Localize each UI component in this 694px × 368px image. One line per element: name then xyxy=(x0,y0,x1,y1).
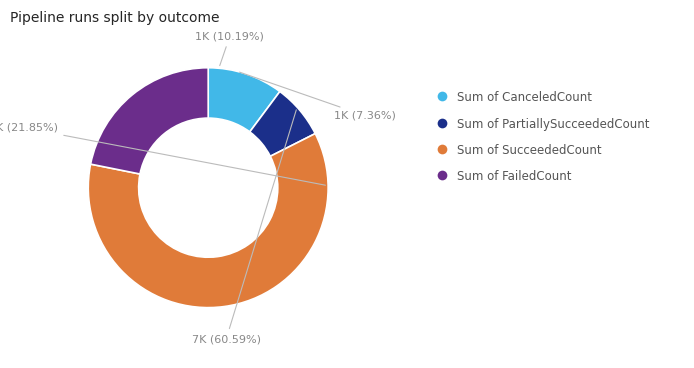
Wedge shape xyxy=(91,68,208,174)
Wedge shape xyxy=(88,134,328,308)
Text: 1K (10.19%): 1K (10.19%) xyxy=(195,31,264,66)
Text: Pipeline runs split by outcome: Pipeline runs split by outcome xyxy=(10,11,220,25)
Text: 3K (21.85%): 3K (21.85%) xyxy=(0,123,325,185)
Text: 1K (7.36%): 1K (7.36%) xyxy=(239,72,396,121)
Wedge shape xyxy=(208,68,280,132)
Text: 7K (60.59%): 7K (60.59%) xyxy=(192,110,296,344)
Wedge shape xyxy=(250,92,315,156)
Legend: Sum of CanceledCount, Sum of PartiallySucceededCount, Sum of SucceededCount, Sum: Sum of CanceledCount, Sum of PartiallySu… xyxy=(437,92,650,183)
